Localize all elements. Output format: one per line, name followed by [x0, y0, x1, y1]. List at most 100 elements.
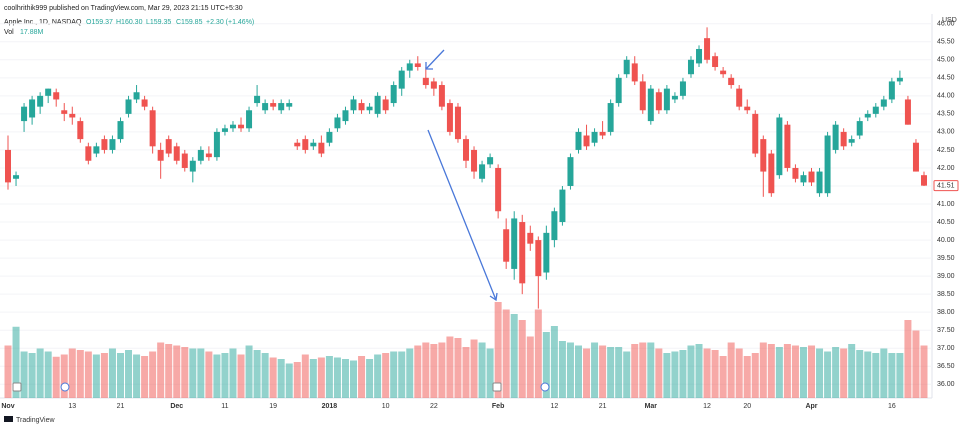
volume-bar: [189, 348, 197, 398]
candle-body: [294, 142, 301, 147]
volume-bar: [438, 342, 446, 398]
candle-body: [414, 63, 421, 68]
x-tick-label: 22: [430, 403, 438, 410]
candle-body: [213, 131, 220, 158]
volume-bar: [76, 350, 84, 398]
event-markers: [12, 382, 550, 392]
candle-body: [921, 175, 927, 186]
candle-body: [591, 131, 598, 143]
symbol-label: Apple Inc., 1D, NASDAQ: [4, 19, 82, 26]
event-marker[interactable]: [60, 382, 70, 392]
ohlc-value: +2.30 (+1.46%): [206, 19, 254, 26]
volume-bar: [856, 350, 864, 398]
volume-bar: [566, 342, 574, 398]
y-tick-label: 38.00: [937, 309, 955, 316]
candle-body: [45, 88, 52, 96]
candle-body: [639, 81, 646, 111]
candle-body: [623, 59, 630, 75]
ohlc-value: O159.37: [86, 19, 113, 26]
candle-body: [696, 48, 703, 64]
y-tick-label: 39.00: [937, 273, 955, 280]
candle-body: [254, 95, 261, 104]
event-marker[interactable]: [540, 382, 550, 392]
candle-body: [374, 95, 381, 114]
volume-bar: [615, 347, 623, 398]
time-axis: Nov 13 21 Dec 11 19 2018 10 22 Feb 12 21 Mar 12 20 Apr 1…: [1, 403, 895, 410]
candle-body: [503, 229, 510, 262]
candle-body: [454, 106, 461, 140]
volume-bar: [253, 350, 261, 398]
candle-body: [471, 149, 478, 172]
volume-bar: [502, 309, 510, 398]
candle-body: [615, 77, 622, 104]
candle-body: [109, 139, 116, 150]
candle-body: [133, 92, 140, 100]
y-tick-label: 45.50: [937, 39, 955, 46]
volume-value: 17.88M: [20, 29, 44, 36]
currency-label: USD: [942, 17, 957, 24]
candle-body: [173, 146, 180, 161]
x-tick-label: 12: [703, 403, 711, 410]
arrow-head: [425, 62, 433, 70]
volume-bar: [904, 320, 912, 398]
event-marker[interactable]: [12, 382, 22, 392]
volume-bar: [647, 342, 655, 398]
volume-bar: [663, 353, 671, 398]
candle-body: [278, 103, 285, 111]
candle-body: [832, 124, 839, 150]
candle-body: [197, 149, 204, 161]
y-tick-label: 40.50: [937, 219, 955, 226]
candle-body: [229, 124, 236, 129]
candle-body: [310, 142, 317, 147]
volume-bar: [816, 348, 824, 398]
volume-bar: [695, 344, 703, 398]
volume-bar: [341, 359, 349, 398]
event-marker[interactable]: [492, 382, 502, 392]
candle-body: [101, 139, 108, 150]
y-tick-label: 36.00: [937, 381, 955, 388]
volume-bar: [494, 302, 502, 398]
volume-bar: [783, 344, 791, 398]
volume-bar: [125, 350, 133, 398]
candle-body: [760, 139, 767, 172]
volume-bar: [799, 347, 807, 398]
candle-body: [270, 103, 277, 107]
y-tick-label: 37.50: [937, 327, 955, 334]
candle-body: [350, 99, 357, 111]
candle-body: [704, 38, 711, 60]
volume-bar: [350, 360, 358, 398]
volume-bar: [12, 326, 20, 398]
annotation-arrows: [425, 49, 498, 302]
volume-bar: [671, 351, 679, 398]
volume-bar: [116, 353, 124, 398]
y-tick-label: 41.00: [937, 201, 955, 208]
y-tick-label: 42.00: [937, 165, 955, 172]
volume-bar: [462, 347, 470, 398]
volume-bar: [165, 344, 173, 398]
volume-bar: [848, 344, 856, 398]
arrow-line: [427, 129, 497, 301]
candle-body: [663, 88, 670, 111]
candle-body: [736, 88, 743, 107]
volume-bar: [229, 348, 237, 398]
y-tick-label: 43.50: [937, 111, 955, 118]
volume-bar: [864, 351, 872, 398]
candle-body: [165, 139, 172, 154]
volume-bar: [550, 326, 558, 398]
y-tick-label: 42.50: [937, 147, 955, 154]
candle-body: [318, 142, 325, 154]
volume-bar: [157, 342, 165, 398]
candle-body: [342, 110, 349, 122]
x-tick-label: 21: [599, 403, 607, 410]
volume-bar: [912, 330, 920, 398]
volume-bar: [213, 354, 221, 398]
volume-bar: [454, 338, 462, 398]
candle-body: [157, 149, 164, 161]
volume-bar: [398, 351, 406, 398]
volume-bar: [84, 351, 92, 398]
x-tick-label: 21: [117, 403, 125, 410]
volume-bar: [719, 356, 727, 398]
x-tick-label: Mar: [645, 403, 658, 410]
candle-body: [888, 81, 895, 100]
